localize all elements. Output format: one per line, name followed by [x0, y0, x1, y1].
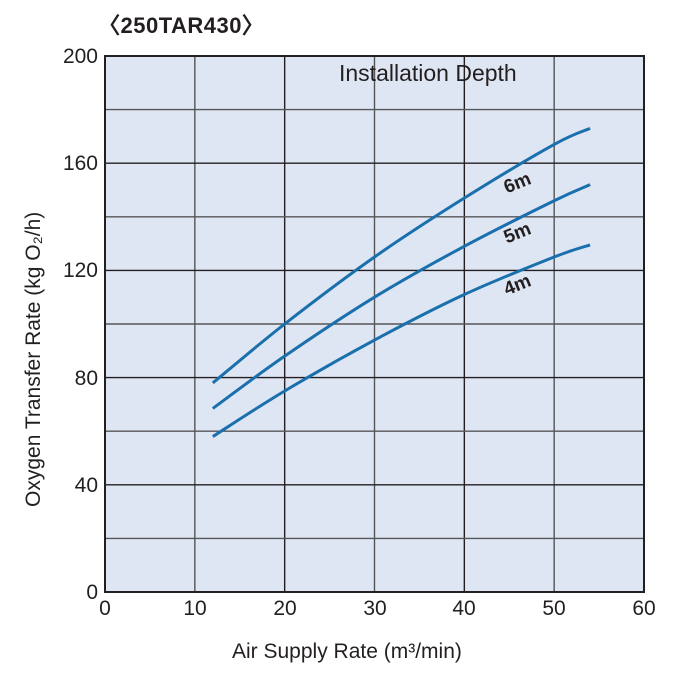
y-tick-200: 200 [62, 45, 98, 68]
y-tick-0: 0 [86, 581, 98, 604]
series-line-5m [211, 183, 591, 410]
x-tick-20: 20 [273, 597, 297, 620]
series-line-4m [211, 243, 591, 438]
x-tick-0: 0 [99, 597, 111, 620]
x-axis-label: Air Supply Rate (m³/min) [232, 640, 462, 663]
x-tick-50: 50 [542, 597, 566, 620]
y-tick-40: 40 [74, 474, 98, 497]
y-tick-120: 120 [62, 259, 98, 282]
series-line-6m [211, 126, 591, 385]
x-tick-30: 30 [363, 597, 387, 620]
grid-lines [105, 56, 644, 592]
x-tick-10: 10 [183, 597, 207, 620]
y-tick-80: 80 [74, 367, 98, 390]
x-tick-40: 40 [452, 597, 476, 620]
series-lines [211, 126, 591, 438]
y-axis-label: Oxygen Transfer Rate (kg O₂/h) [22, 211, 45, 507]
chart-title: 〈250TAR430〉 [98, 13, 265, 38]
x-tick-60: 60 [632, 597, 656, 620]
plot-border [104, 55, 645, 593]
legend-title: Installation Depth [339, 60, 517, 86]
y-tick-160: 160 [62, 152, 98, 175]
